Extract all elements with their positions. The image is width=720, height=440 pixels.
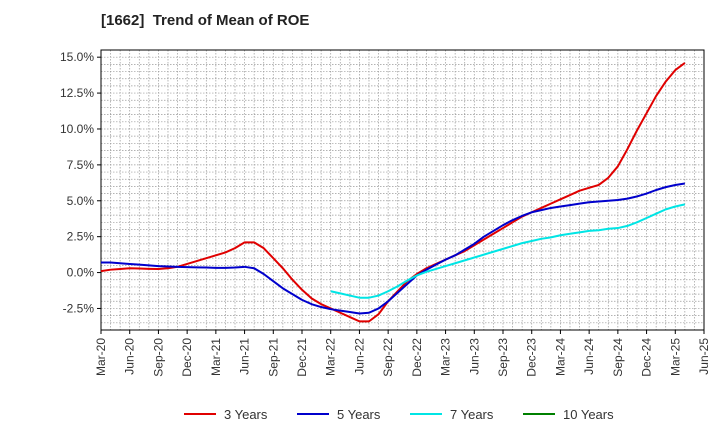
plot-frame <box>100 49 705 331</box>
x-tick-label: Jun-21 <box>238 338 252 375</box>
x-tick-label: Mar-22 <box>324 338 338 376</box>
x-tick-label: Sep-24 <box>611 338 625 377</box>
x-tick-label: Jun-23 <box>467 338 481 375</box>
y-tick-label: -2.5% <box>63 301 95 315</box>
y-tick-label: 5.0% <box>67 194 95 208</box>
x-tick-label: Jun-24 <box>582 338 596 375</box>
x-tick-label: Mar-24 <box>553 338 567 376</box>
series-line-7-years <box>330 203 686 299</box>
x-tick-label: Dec-20 <box>180 338 194 377</box>
series-lines <box>100 62 686 323</box>
x-tick-label: Mar-23 <box>439 338 453 376</box>
x-tick-label: Mar-25 <box>668 338 682 376</box>
legend: 3 Years 5 Years 7 Years 10 Years <box>184 407 614 422</box>
y-tick-label: 7.5% <box>67 158 95 172</box>
legend-label-5-years: 5 Years <box>337 407 381 422</box>
x-tick-label: Dec-24 <box>640 338 654 377</box>
y-tick-label: 12.5% <box>60 86 94 100</box>
axes: -2.5% 0.0% 2.5% 5.0% 7.5% 10.0% 12.5% 15.0% Mar-… <box>60 49 711 377</box>
x-tick-label: Mar-20 <box>94 338 108 376</box>
x-tick-label: Mar-21 <box>209 338 223 376</box>
x-tick-label: Jun-20 <box>123 338 137 375</box>
chart-title: [1662] Trend of Mean of ROE <box>101 12 310 29</box>
y-tick-label: 0.0% <box>67 266 95 280</box>
x-tick-label: Sep-22 <box>381 338 395 377</box>
y-tick-label: 15.0% <box>60 50 94 64</box>
x-tick-label: Jun-25 <box>697 338 711 375</box>
x-tick-label: Jun-22 <box>352 338 366 375</box>
legend-label-10-years: 10 Years <box>563 407 614 422</box>
x-tick-label: Sep-21 <box>266 338 280 377</box>
series-line-5-years <box>101 182 686 315</box>
x-tick-label: Dec-22 <box>410 338 424 377</box>
x-tick-label: Dec-23 <box>525 338 539 377</box>
legend-label-3-years: 3 Years <box>224 407 268 422</box>
x-tick-label: Sep-23 <box>496 338 510 377</box>
x-tick-label: Dec-21 <box>295 338 309 377</box>
y-tick-label: 2.5% <box>67 230 95 244</box>
y-tick-label: 10.0% <box>60 122 94 136</box>
legend-label-7-years: 7 Years <box>450 407 494 422</box>
x-tick-label: Sep-20 <box>151 338 165 377</box>
